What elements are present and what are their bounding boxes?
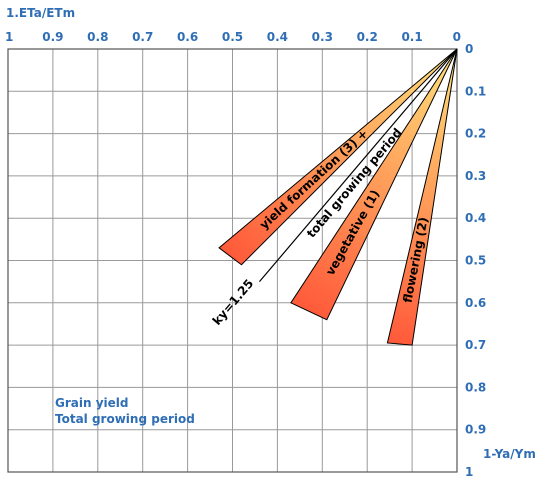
- x-tick-label: 0.9: [42, 30, 63, 44]
- y-tick-label: 0.9: [465, 423, 486, 437]
- chart-note-line-1: Grain yield: [55, 396, 128, 410]
- x-tick-label: 0.3: [312, 30, 333, 44]
- y-tick-label: 0.7: [465, 338, 486, 352]
- x-tick-label: 0.7: [132, 30, 153, 44]
- y-tick-label: 0: [465, 42, 473, 56]
- band-wedge: [218, 48, 458, 266]
- x-tick-label: 0: [453, 30, 461, 44]
- y-tick-label: 0.5: [465, 254, 486, 268]
- band-wedge: [290, 48, 458, 321]
- x-tick-label: 0.4: [267, 30, 288, 44]
- x-tick-label: 0.8: [87, 30, 108, 44]
- plot-border: [7, 48, 458, 473]
- y-tick-label: 0.1: [465, 84, 486, 98]
- x-axis-title: 1.ETa/ETm: [6, 6, 75, 20]
- x-tick-label: 0.5: [222, 30, 243, 44]
- y-tick-label: 0.8: [465, 380, 486, 394]
- x-tick-label: 1: [5, 30, 13, 44]
- band-wedge: [386, 48, 458, 346]
- y-axis-title: 1-Ya/Ym: [483, 447, 536, 461]
- y-tick-label: 0.2: [465, 127, 486, 141]
- x-tick-label: 0.1: [401, 30, 422, 44]
- y-tick-label: 1: [465, 465, 473, 479]
- axis-layer: 1 0.9 0.8 0.7 0.6 0.5 0.4 0.3 0.2 0.1 00 0.1 0.2 0.3 0…: [5, 30, 486, 479]
- ky-line: [258, 48, 458, 283]
- y-tick-label: 0.4: [465, 211, 486, 225]
- chart-note-line-2: Total growing period: [55, 412, 195, 426]
- y-tick-label: 0.3: [465, 169, 486, 183]
- y-tick-label: 0.6: [465, 296, 486, 310]
- x-tick-label: 0.6: [177, 30, 198, 44]
- x-tick-label: 0.2: [357, 30, 378, 44]
